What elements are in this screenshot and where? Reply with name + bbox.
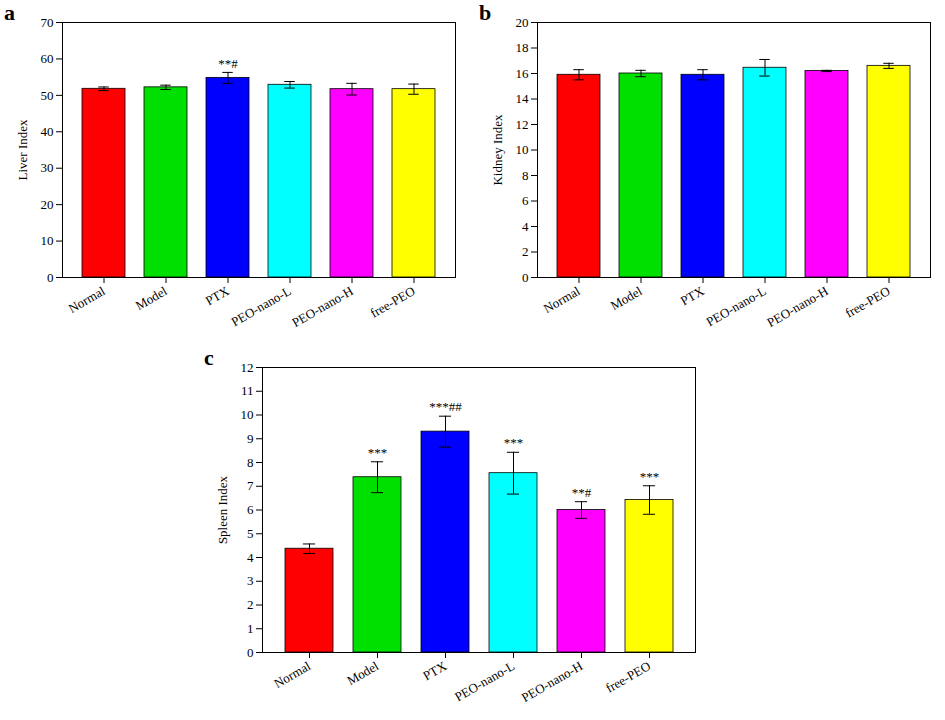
svg-text:PTX: PTX [203, 283, 232, 309]
svg-text:8: 8 [247, 455, 254, 470]
svg-text:0: 0 [47, 270, 54, 285]
svg-text:***: *** [504, 435, 524, 450]
svg-text:free-PEO: free-PEO [603, 658, 653, 696]
svg-text:70: 70 [41, 15, 54, 30]
svg-text:18: 18 [516, 40, 529, 55]
svg-text:**#: **# [572, 485, 592, 500]
svg-text:20: 20 [41, 197, 54, 212]
svg-text:***: *** [640, 469, 660, 484]
svg-text:Normal: Normal [66, 283, 108, 316]
svg-text:free-PEO: free-PEO [368, 283, 418, 321]
svg-text:PTX: PTX [678, 283, 707, 309]
svg-text:Model: Model [344, 658, 381, 688]
svg-text:PEO-nano-H: PEO-nano-H [289, 283, 355, 330]
svg-text:6: 6 [522, 193, 529, 208]
svg-text:14: 14 [516, 91, 530, 106]
svg-text:10: 10 [516, 142, 529, 157]
svg-text:Liver Index: Liver Index [15, 119, 30, 181]
svg-text:Spleen Index: Spleen Index [215, 475, 230, 544]
svg-text:4: 4 [247, 550, 254, 565]
svg-text:***##: ***## [429, 399, 462, 414]
svg-text:0: 0 [522, 270, 529, 285]
svg-text:10: 10 [41, 233, 54, 248]
html-text:b: b [479, 0, 492, 25]
svg-text:5: 5 [247, 526, 254, 541]
html-text:a: a [4, 0, 15, 25]
svg-text:0: 0 [247, 645, 254, 660]
svg-text:PEO-nano-L: PEO-nano-L [452, 658, 517, 704]
svg-text:16: 16 [516, 66, 530, 81]
svg-text:1: 1 [247, 621, 254, 636]
svg-text:2: 2 [522, 244, 529, 259]
svg-text:Model: Model [133, 283, 170, 313]
svg-text:2: 2 [247, 597, 254, 612]
svg-text:8: 8 [522, 168, 529, 183]
svg-text:6: 6 [247, 502, 254, 517]
svg-text:***: *** [368, 445, 388, 460]
svg-text:20: 20 [516, 15, 529, 30]
svg-text:50: 50 [41, 88, 54, 103]
svg-text:60: 60 [41, 51, 54, 66]
svg-text:free-PEO: free-PEO [843, 283, 893, 321]
svg-text:7: 7 [247, 478, 254, 493]
svg-text:12: 12 [241, 360, 254, 375]
svg-text:PEO-nano-L: PEO-nano-L [704, 283, 769, 329]
svg-text:3: 3 [247, 573, 254, 588]
svg-text:**#: **# [218, 56, 238, 71]
svg-text:9: 9 [247, 431, 254, 446]
svg-text:Model: Model [608, 283, 645, 313]
svg-text:11: 11 [241, 383, 254, 398]
svg-text:40: 40 [41, 124, 54, 139]
svg-text:Normal: Normal [541, 283, 583, 316]
svg-text:10: 10 [241, 407, 254, 422]
svg-text:PEO-nano-H: PEO-nano-H [519, 658, 585, 705]
svg-text:PEO-nano-L: PEO-nano-L [229, 283, 294, 329]
svg-text:PEO-nano-H: PEO-nano-H [764, 283, 830, 330]
svg-text:4: 4 [522, 219, 529, 234]
svg-text:30: 30 [41, 160, 54, 175]
svg-text:Kidney Index: Kidney Index [490, 114, 505, 186]
svg-text:12: 12 [516, 117, 529, 132]
svg-text:PTX: PTX [420, 658, 449, 684]
svg-text:Normal: Normal [271, 658, 313, 691]
html-text:c: c [204, 345, 214, 370]
